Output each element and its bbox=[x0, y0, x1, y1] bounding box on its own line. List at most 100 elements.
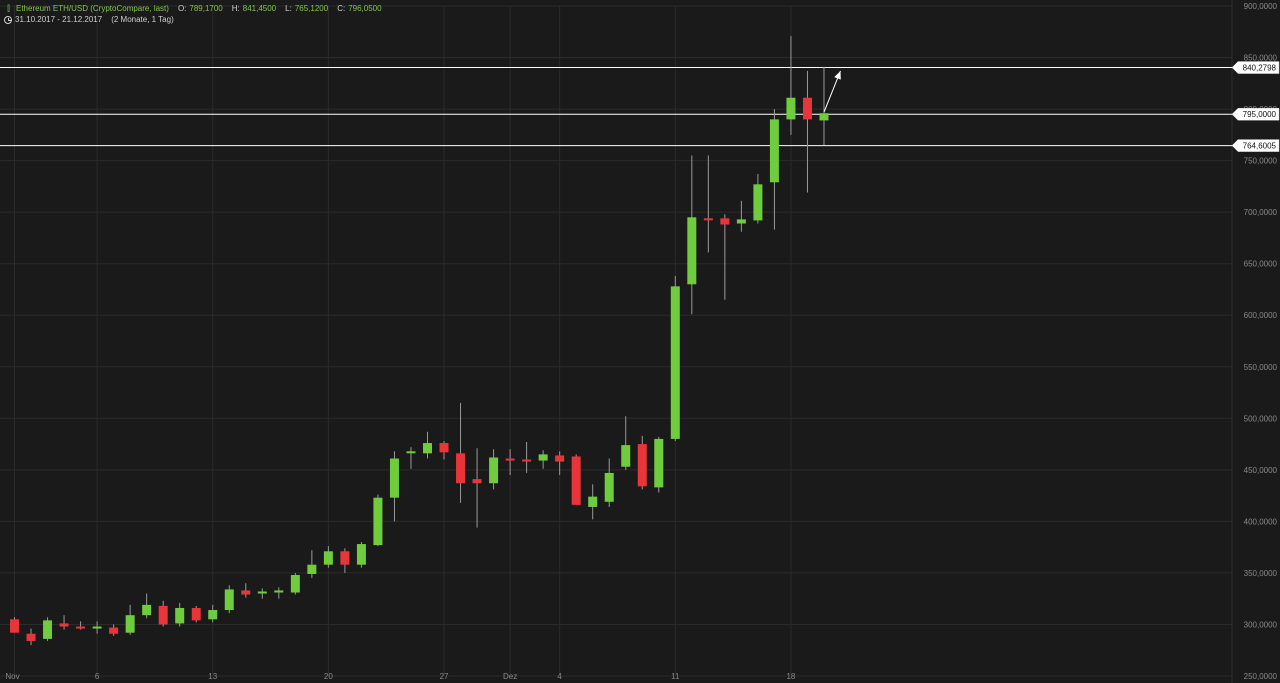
candle bbox=[406, 447, 416, 469]
candle-body-up bbox=[323, 551, 333, 565]
candle-body-up bbox=[257, 591, 267, 594]
level-price-tag bbox=[1231, 61, 1280, 74]
ohlc-close-label: C: bbox=[337, 4, 346, 13]
candle bbox=[654, 436, 664, 493]
y-tick-label: 900,0000 bbox=[1244, 2, 1278, 11]
candle bbox=[555, 451, 565, 475]
trend-arrow-head bbox=[834, 70, 841, 80]
candle-body-up bbox=[786, 97, 796, 120]
candle bbox=[109, 624, 119, 636]
candle-body-up bbox=[621, 445, 631, 467]
x-tick-label: 20 bbox=[324, 672, 333, 681]
period-line: 31.10.2017 - 21.12.2017 (2 Monate, 1 Tag… bbox=[4, 14, 382, 25]
candle-body-up bbox=[753, 184, 763, 221]
candle bbox=[819, 66, 829, 146]
candle bbox=[10, 617, 19, 633]
candle-body-down bbox=[522, 459, 532, 462]
y-tick-label: 650,0000 bbox=[1244, 260, 1278, 269]
y-axis: 250,0000 300,0000 350,0000 400,0000 450,0000… bbox=[1231, 2, 1280, 681]
candle bbox=[489, 449, 499, 490]
level-price-label: 795,0000 bbox=[1243, 110, 1277, 119]
candle-body-up bbox=[356, 544, 366, 565]
candle-body-up bbox=[819, 113, 829, 121]
x-tick-label: 11 bbox=[671, 672, 680, 681]
candle-body-up bbox=[125, 615, 135, 633]
candle-body-up bbox=[307, 564, 317, 574]
candle bbox=[43, 617, 53, 641]
candle-body-down bbox=[555, 455, 565, 462]
level-price-tag bbox=[1231, 139, 1280, 152]
candle-body-up bbox=[274, 590, 284, 593]
candle bbox=[26, 628, 36, 646]
candlestick-icon[interactable]: ⫿ bbox=[7, 4, 10, 13]
clock-icon[interactable] bbox=[4, 15, 12, 24]
candle-body-up bbox=[406, 451, 416, 454]
candle-body-up bbox=[769, 119, 779, 183]
candle bbox=[76, 621, 86, 630]
y-tick-label: 350,0000 bbox=[1244, 569, 1278, 578]
y-tick-label: 600,0000 bbox=[1244, 311, 1278, 320]
ohlc-close-value: 796,0500 bbox=[348, 4, 382, 13]
y-tick-label: 400,0000 bbox=[1244, 517, 1278, 526]
chart-info-header: ⫿ Ethereum ETH/USD (CryptoCompare, last)… bbox=[4, 3, 382, 25]
candle bbox=[588, 484, 598, 520]
x-tick-label: 18 bbox=[786, 672, 795, 681]
candle bbox=[191, 605, 201, 623]
x-tick-label: Nov bbox=[5, 672, 19, 681]
candle-body-down bbox=[76, 626, 86, 629]
candle bbox=[786, 35, 796, 135]
level-price-label: 840,2798 bbox=[1243, 64, 1277, 73]
candle bbox=[307, 550, 317, 579]
candle bbox=[175, 602, 185, 627]
instrument-title[interactable]: Ethereum ETH/USD (CryptoCompare, last) bbox=[16, 4, 169, 13]
period-duration: (2 Monate, 1 Tag) bbox=[111, 15, 174, 24]
candle-body-up bbox=[423, 443, 432, 454]
candle bbox=[142, 593, 152, 619]
date-range[interactable]: 31.10.2017 - 21.12.2017 bbox=[15, 15, 103, 24]
candle-body-up bbox=[389, 458, 399, 498]
ohlc-low-label: L: bbox=[285, 4, 292, 13]
candle-body-down bbox=[571, 456, 581, 505]
candle-body-down bbox=[109, 627, 119, 634]
y-tick-label: 700,0000 bbox=[1244, 208, 1278, 217]
x-axis: Nov 6 13 20 27 Dez 4 11 18 bbox=[5, 672, 796, 681]
candle-body-up bbox=[373, 497, 383, 546]
candle bbox=[456, 402, 466, 503]
candle bbox=[687, 155, 697, 315]
candle bbox=[736, 200, 746, 232]
candle-body-up bbox=[588, 496, 598, 507]
candle bbox=[125, 604, 135, 635]
candle bbox=[208, 604, 218, 623]
candle bbox=[92, 621, 102, 634]
candle bbox=[224, 585, 234, 614]
candle-body-up bbox=[687, 217, 697, 285]
candle-body-down bbox=[720, 218, 730, 225]
x-tick-label: 27 bbox=[440, 672, 449, 681]
candle bbox=[670, 276, 680, 441]
candle bbox=[389, 451, 399, 522]
candle bbox=[720, 214, 730, 300]
ohlc-open-label: O: bbox=[177, 4, 187, 13]
candle bbox=[158, 600, 168, 627]
candle-body-down bbox=[158, 605, 168, 625]
candle bbox=[769, 109, 779, 230]
candle bbox=[571, 454, 581, 505]
candle bbox=[538, 450, 548, 469]
candle-body-up bbox=[92, 626, 102, 629]
y-tick-label: 300,0000 bbox=[1244, 620, 1278, 629]
candle-body-up bbox=[224, 589, 234, 611]
candle-body-down bbox=[191, 607, 201, 621]
candles-layer bbox=[10, 35, 829, 646]
candle bbox=[290, 572, 300, 595]
candle-body-down bbox=[59, 623, 69, 627]
candle bbox=[257, 588, 267, 599]
x-tick-label: Dez bbox=[503, 672, 517, 681]
candle bbox=[356, 542, 366, 568]
y-tick-label: 750,0000 bbox=[1244, 157, 1278, 166]
candle-body-down bbox=[703, 218, 713, 221]
ohlc-high-label: H: bbox=[231, 4, 240, 13]
candle bbox=[323, 546, 333, 568]
